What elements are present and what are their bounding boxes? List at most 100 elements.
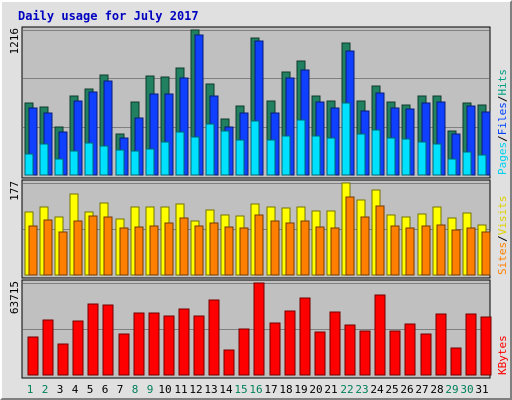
visits-panel-sites-bar <box>285 222 295 276</box>
hits-panel-pages-bar <box>250 120 260 176</box>
kbytes-panel-kbytes-bar <box>359 330 371 376</box>
x-tick-label: 5 <box>87 383 94 396</box>
hits-panel-pages-bar <box>220 130 230 176</box>
x-tick-label: 31 <box>475 383 488 396</box>
kbytes-panel-kbytes-bar <box>148 312 160 376</box>
hits-panel-legend: Pages/Files/Hits <box>496 69 509 175</box>
kbytes-panel-kbytes-bar <box>389 330 401 376</box>
x-tick-label: 4 <box>72 383 79 396</box>
hits-panel-pages-bar <box>477 154 487 176</box>
kbytes-panel-kbytes-bar <box>284 310 296 376</box>
visits-panel-sites-bar <box>451 229 461 276</box>
hits-panel-pages-bar <box>266 139 276 176</box>
x-tick-label: 1 <box>27 383 34 396</box>
x-tick-label: 23 <box>355 383 368 396</box>
hits-panel-pages-bar <box>296 119 306 176</box>
hits-panel-pages-bar <box>24 153 34 176</box>
legend-entry: Sites <box>496 242 509 275</box>
visits-panel-sites-bar <box>360 216 370 276</box>
kbytes-panel-kbytes-bar <box>269 322 281 376</box>
x-tick-label: 11 <box>174 383 187 396</box>
kbytes-panel-kbytes-bar <box>72 320 84 376</box>
x-tick-label: 22 <box>340 383 353 396</box>
visits-panel-sites-bar <box>300 220 310 276</box>
x-tick-label: 12 <box>189 383 202 396</box>
hits-panel-pages-bar <box>311 135 321 176</box>
kbytes-panel-kbytes-bar <box>163 315 175 376</box>
visits-panel-sites-bar <box>88 215 98 276</box>
visits-panel-max-label: 177 <box>8 181 21 201</box>
visits-panel-sites-bar <box>149 225 159 276</box>
x-tick-label: 6 <box>102 383 109 396</box>
x-tick-label: 14 <box>219 383 233 396</box>
visits-panel-sites-bar <box>73 220 83 276</box>
x-tick-label: 18 <box>279 383 292 396</box>
kbytes-panel-kbytes-bar <box>223 349 235 376</box>
hits-panel-max-label: 1216 <box>8 28 21 55</box>
visits-panel-sites-bar <box>43 219 53 276</box>
visits-panel-sites-bar <box>421 225 431 276</box>
hits-panel-pages-bar <box>69 150 79 176</box>
x-tick-label: 17 <box>264 383 277 396</box>
kbytes-panel-kbytes-bar <box>435 313 447 376</box>
hits-panel-pages-bar <box>386 137 396 176</box>
visits-panel-sites-bar <box>103 216 113 276</box>
x-tick-label: 25 <box>385 383 398 396</box>
kbytes-panel-kbytes-bar <box>133 312 145 376</box>
x-tick-label: 3 <box>57 383 64 396</box>
kbytes-panel-kbytes-bar <box>57 343 69 376</box>
kbytes-panel-kbytes-bar <box>480 316 492 376</box>
kbytes-panel: 63715 KBytes <box>8 279 509 379</box>
kbytes-panel-kbytes-bar <box>465 313 477 376</box>
kbytes-panel-max-label: 63715 <box>8 281 21 314</box>
kbytes-panel-kbytes-bar <box>420 333 432 376</box>
visits-panel-sites-bar <box>270 220 280 276</box>
visits-panel-sites-bar <box>239 227 249 276</box>
kbytes-panel-kbytes-bar <box>102 304 114 376</box>
kbytes-panel-kbytes-bar <box>344 324 356 376</box>
visits-panel-sites-bar <box>58 231 68 276</box>
legend-entry: Hits <box>496 69 509 96</box>
kbytes-panel-kbytes-bar <box>208 299 220 376</box>
visits-panel-sites-bar <box>375 205 385 276</box>
x-tick-label: 26 <box>400 383 413 396</box>
kbytes-panel-kbytes-bar <box>178 308 190 376</box>
x-tick-label: 16 <box>249 383 262 396</box>
visits-panel-sites-bar <box>194 225 204 276</box>
legend-entry: Files <box>496 102 509 135</box>
kbytes-panel-kbytes-bar <box>238 328 250 376</box>
hits-panel-pages-bar <box>54 158 64 176</box>
hits-panel-pages-bar <box>371 129 381 176</box>
kbytes-panel-legend: KBytes <box>496 335 509 375</box>
legend-entry: / <box>496 235 509 242</box>
kbytes-panel-kbytes-bar <box>450 347 462 376</box>
visits-panel-sites-bar <box>315 226 325 276</box>
legend-entry: Visits <box>496 196 509 236</box>
x-tick-label: 29 <box>445 383 458 396</box>
visits-panel-sites-bar <box>481 231 491 276</box>
hits-panel-pages-bar <box>417 141 427 176</box>
visits-panel-sites-bar <box>224 226 234 276</box>
kbytes-panel-kbytes-bar <box>193 315 205 376</box>
kbytes-panel-kbytes-bar <box>42 319 54 376</box>
legend-entry: / <box>496 135 509 142</box>
hits-panel-pages-bar <box>447 158 457 176</box>
kbytes-panel-kbytes-bar <box>118 333 130 376</box>
chart-title: Daily usage for July 2017 <box>18 9 199 23</box>
hits-panel-pages-bar <box>84 142 94 176</box>
kbytes-panel-kbytes-bar <box>329 311 341 376</box>
x-tick-label: 9 <box>147 383 154 396</box>
kbytes-panel-kbytes-bar <box>27 336 39 376</box>
x-tick-label: 28 <box>430 383 443 396</box>
visits-panel-sites-bar <box>209 222 219 276</box>
hits-panel-pages-bar <box>432 143 442 176</box>
hits-panel-pages-bar <box>160 141 170 176</box>
hits-panel-pages-bar <box>326 137 336 176</box>
visits-panel: 177 Sites/Visits <box>8 179 509 279</box>
visits-panel-sites-bar <box>119 227 129 276</box>
visits-panel-sites-bar <box>345 196 355 276</box>
x-tick-label: 2 <box>42 383 49 396</box>
kbytes-panel-kbytes-bar <box>314 331 326 376</box>
kbytes-panel-kbytes-bar <box>374 294 386 376</box>
